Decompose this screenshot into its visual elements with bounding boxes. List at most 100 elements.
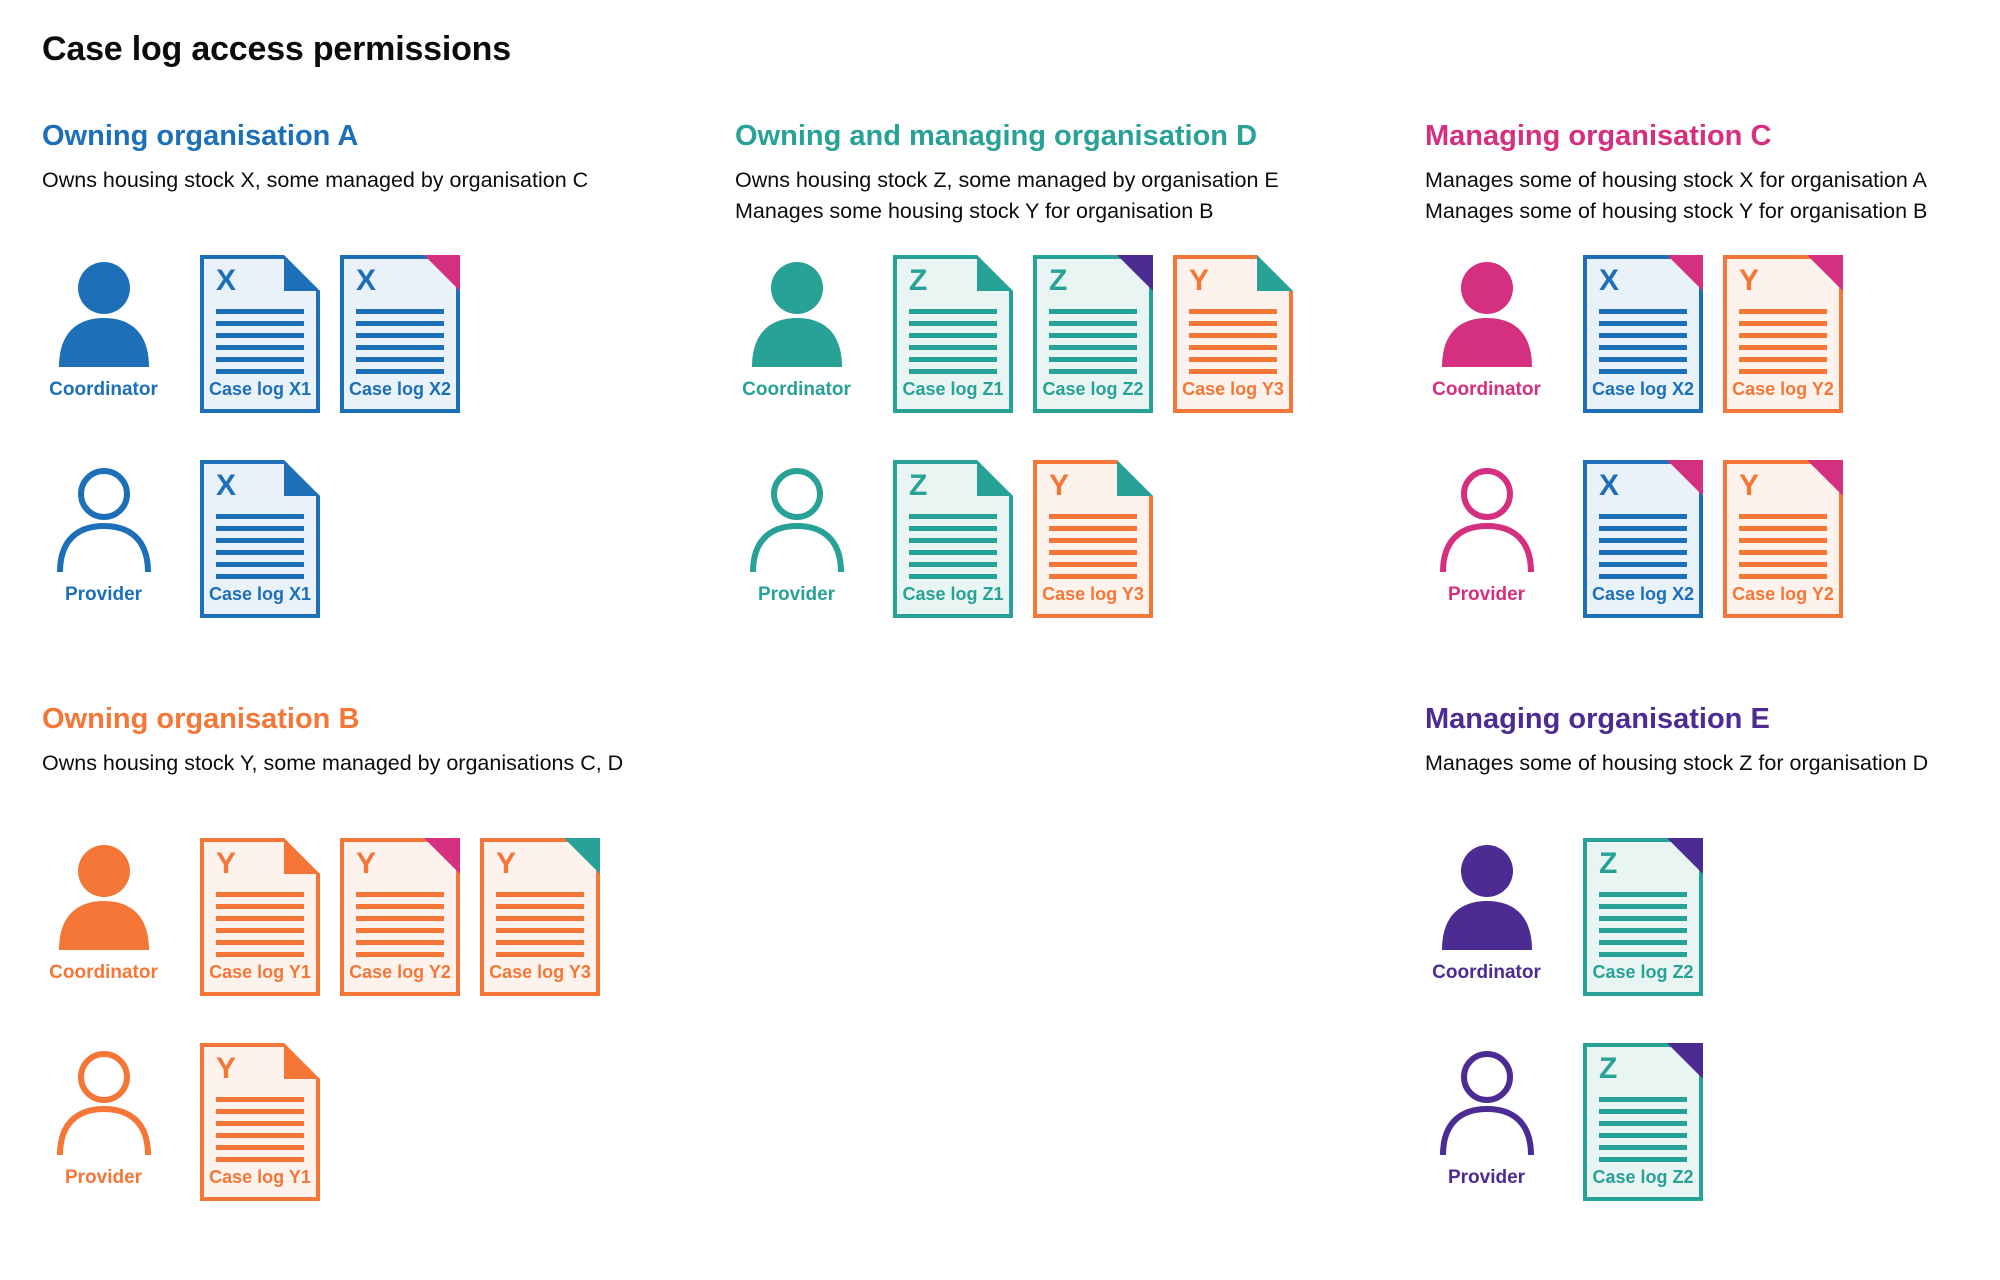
doc-text-line: [1739, 573, 1827, 579]
permission-row: Coordinator X Case log X2 Y Case log Y2: [1425, 254, 2000, 413]
doc-stock-letter: Z: [909, 263, 928, 297]
provider-label: Provider: [1447, 583, 1526, 605]
doc-text-line: [356, 951, 444, 957]
section-owning-organisation-b: Owning organisation B Owns housing stock …: [42, 703, 735, 1201]
doc-text-line: [1739, 308, 1827, 314]
doc-text-line: [496, 915, 584, 921]
doc-text-lines: [356, 891, 444, 957]
doc-stock-letter: Y: [496, 846, 517, 880]
doc-text-line: [216, 344, 304, 350]
doc-text-line: [909, 368, 997, 374]
doc-text-lines: [216, 513, 304, 579]
doc-text-line: [356, 915, 444, 921]
doc-text-line: [356, 939, 444, 945]
doc-stock-letter: Z: [909, 468, 928, 502]
doc-text-line: [356, 368, 444, 374]
doc-text-line: [1599, 1096, 1687, 1102]
doc-text-line: [1049, 537, 1137, 543]
permission-row: Coordinator Z Case log Z1 Z Case log Z2 Y Case…: [735, 254, 1425, 413]
doc-text-line: [356, 308, 444, 314]
doc-text-line: [1049, 549, 1137, 555]
doc-text-line: [1599, 939, 1687, 945]
case-log-doc-icon: X Case log X1: [200, 459, 320, 618]
doc-stock-letter: Y: [1189, 263, 1210, 297]
case-log-label: Case log X1: [208, 583, 312, 604]
doc-stock-letter: Y: [1739, 468, 1760, 502]
corner-access-marker-icon: [424, 837, 460, 874]
doc-stock-letter: X: [356, 263, 377, 297]
doc-text-line: [1189, 368, 1277, 374]
section-description: Owns housing stock X, some managed by or…: [42, 165, 735, 231]
doc-stock-letter: Y: [216, 1051, 237, 1085]
doc-text-line: [356, 344, 444, 350]
case-log-list: X Case log X1 X Case log X2: [200, 254, 460, 413]
folded-corner-icon: [1117, 459, 1153, 496]
case-log-doc-icon: Y Case log Y2: [1723, 459, 1843, 618]
case-log-doc-icon: Z Case log Z1: [893, 459, 1013, 618]
doc-text-line: [356, 320, 444, 326]
case-log-doc-icon: X Case log X1: [200, 254, 320, 413]
doc-text-line: [216, 1132, 304, 1138]
diagram-row-bottom: Owning organisation B Owns housing stock …: [0, 703, 2000, 1201]
doc-text-lines: [216, 891, 304, 957]
doc-text-lines: [1599, 308, 1687, 374]
doc-text-line: [1599, 891, 1687, 897]
section-owning-organisation-a: Owning organisation A Owns housing stock …: [42, 120, 735, 618]
doc-text-line: [216, 537, 304, 543]
doc-text-line: [1599, 927, 1687, 933]
doc-text-lines: [216, 308, 304, 374]
provider-persona: Provider: [735, 460, 858, 606]
case-log-label: Case log Y2: [1732, 378, 1834, 399]
doc-text-line: [1599, 513, 1687, 519]
description-line: Owns housing stock X, some managed by or…: [42, 167, 589, 192]
doc-text-line: [356, 891, 444, 897]
case-log-doc-icon: Y Case log Y2: [340, 837, 460, 996]
permission-row: Provider X Case log X1: [42, 459, 735, 618]
corner-access-marker-icon: [1667, 254, 1703, 291]
corner-access-marker-icon: [1667, 459, 1703, 496]
doc-text-line: [216, 1120, 304, 1126]
folded-corner-icon: [284, 1042, 320, 1079]
doc-text-lines: [1189, 308, 1277, 374]
doc-text-line: [216, 903, 304, 909]
coordinator-icon: [58, 261, 149, 367]
doc-text-line: [1599, 1156, 1687, 1162]
doc-text-line: [909, 525, 997, 531]
provider-persona: Provider: [42, 1043, 165, 1189]
doc-text-line: [1739, 320, 1827, 326]
doc-text-line: [1739, 561, 1827, 567]
doc-text-line: [216, 549, 304, 555]
doc-stock-letter: Y: [1739, 263, 1760, 297]
doc-text-line: [1189, 332, 1277, 338]
doc-text-line: [1049, 573, 1137, 579]
doc-text-line: [1599, 561, 1687, 567]
doc-stock-letter: X: [216, 468, 237, 502]
coordinator-persona: Coordinator: [735, 255, 858, 401]
doc-text-line: [356, 927, 444, 933]
doc-stock-letter: Z: [1599, 846, 1618, 880]
doc-text-line: [909, 549, 997, 555]
doc-text-line: [216, 332, 304, 338]
case-log-label: Case log Y3: [1182, 378, 1284, 399]
corner-access-marker-icon: [1117, 254, 1153, 291]
provider-label: Provider: [757, 583, 836, 605]
case-log-doc-icon: Y Case log Y1: [200, 1042, 320, 1201]
description-line: Owns housing stock Y, some managed by or…: [42, 750, 624, 775]
doc-stock-letter: X: [1599, 263, 1620, 297]
doc-text-line: [496, 951, 584, 957]
doc-text-line: [216, 368, 304, 374]
doc-text-line: [1739, 332, 1827, 338]
section-heading: Managing organisation C: [1425, 120, 1772, 152]
case-log-label: Case log Y1: [209, 1166, 311, 1187]
case-log-label: Case log X2: [1591, 378, 1695, 399]
provider-icon: [1439, 467, 1534, 572]
description-line: Owns housing stock Z, some managed by or…: [735, 167, 1279, 192]
doc-text-line: [1739, 537, 1827, 543]
case-log-label: Case log Z2: [1592, 961, 1694, 982]
section-heading: Owning and managing organisation D: [735, 120, 1258, 152]
doc-text-lines: [1599, 1096, 1687, 1162]
doc-text-line: [216, 561, 304, 567]
doc-text-line: [1049, 308, 1137, 314]
corner-access-marker-icon: [1667, 1042, 1703, 1079]
permission-row: Coordinator X Case log X1 X Case log X2: [42, 254, 735, 413]
